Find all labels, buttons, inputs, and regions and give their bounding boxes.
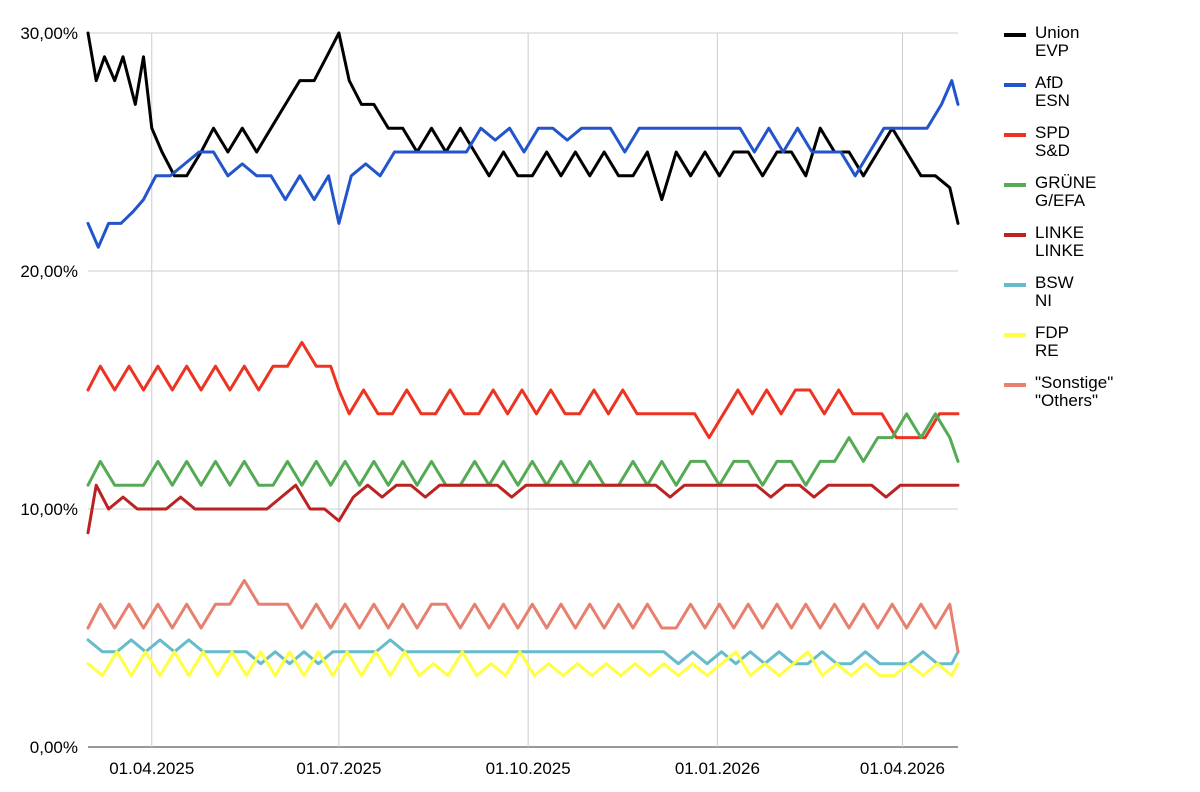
series-line-3 xyxy=(86,412,960,487)
y-tick-label: 10,00% xyxy=(20,500,78,519)
series-line-4 xyxy=(86,483,960,535)
legend-swatch xyxy=(1004,83,1026,87)
series-line-0 xyxy=(86,31,960,225)
legend-party-name: Union xyxy=(1035,23,1080,42)
x-tick-label: 01.07.2025 xyxy=(296,759,381,778)
legend-swatch xyxy=(1004,283,1026,287)
legend-party-name: FDP xyxy=(1035,323,1069,342)
legend-swatch xyxy=(1004,133,1026,137)
legend-label: LINKE LINKE xyxy=(1035,224,1084,260)
legend-swatch xyxy=(1004,33,1026,37)
legend-label: "Sonstige" "Others" xyxy=(1035,374,1113,410)
legend-item: GRÜNE G/EFA xyxy=(1004,174,1194,224)
legend-party-name: LINKE xyxy=(1035,223,1085,242)
y-tick-label: 30,00% xyxy=(20,24,78,43)
legend-group-name: G/EFA xyxy=(1035,191,1086,210)
x-tick-label: 01.10.2025 xyxy=(486,759,571,778)
series-line-7 xyxy=(86,578,960,654)
legend-item: LINKE LINKE xyxy=(1004,224,1194,274)
legend-swatch xyxy=(1004,233,1026,237)
legend-item: Union EVP xyxy=(1004,24,1194,74)
legend-item: "Sonstige" "Others" xyxy=(1004,374,1194,424)
legend-group-name: "Others" xyxy=(1035,391,1099,410)
series-line-5 xyxy=(86,638,960,666)
x-tick-label: 01.01.2026 xyxy=(675,759,760,778)
legend-swatch xyxy=(1004,183,1026,187)
series-line-1 xyxy=(86,79,960,249)
legend-label: GRÜNE G/EFA xyxy=(1035,174,1096,210)
legend: Union EVP AfD ESN SPD S&D GRÜNE G/EFA LINKE LINKE… xyxy=(1004,24,1194,424)
legend-party-name: SPD xyxy=(1035,123,1070,142)
y-tick-label: 0,00% xyxy=(30,738,78,757)
legend-label: FDP RE xyxy=(1035,324,1069,360)
legend-group-name: LINKE xyxy=(1035,241,1085,260)
legend-item: FDP RE xyxy=(1004,324,1194,374)
legend-group-name: ESN xyxy=(1035,91,1070,110)
legend-party-name: GRÜNE xyxy=(1035,173,1097,192)
legend-party-name: "Sonstige" xyxy=(1035,373,1114,392)
series-line-2 xyxy=(86,340,960,440)
series-line-6 xyxy=(86,650,960,678)
legend-group-name: S&D xyxy=(1035,141,1070,160)
series-lines xyxy=(86,31,960,678)
legend-item: BSW NI xyxy=(1004,274,1194,324)
y-tick-label: 20,00% xyxy=(20,262,78,281)
legend-group-name: EVP xyxy=(1035,41,1070,60)
legend-label: AfD ESN xyxy=(1035,74,1070,110)
legend-label: SPD S&D xyxy=(1035,124,1070,160)
legend-swatch xyxy=(1004,383,1026,387)
legend-label: BSW NI xyxy=(1035,274,1074,310)
legend-label: Union EVP xyxy=(1035,24,1079,60)
x-tick-label: 01.04.2025 xyxy=(109,759,194,778)
legend-item: AfD ESN xyxy=(1004,74,1194,124)
legend-item: SPD S&D xyxy=(1004,124,1194,174)
axis-labels: 0,00% 10,00% 20,00% 30,00% 01.04.2025 01.07.2… xyxy=(20,24,945,778)
legend-group-name: RE xyxy=(1035,341,1059,360)
legend-party-name: BSW xyxy=(1035,273,1074,292)
legend-swatch xyxy=(1004,333,1026,337)
legend-party-name: AfD xyxy=(1035,73,1064,92)
x-tick-label: 01.04.2026 xyxy=(860,759,945,778)
legend-group-name: NI xyxy=(1035,291,1052,310)
